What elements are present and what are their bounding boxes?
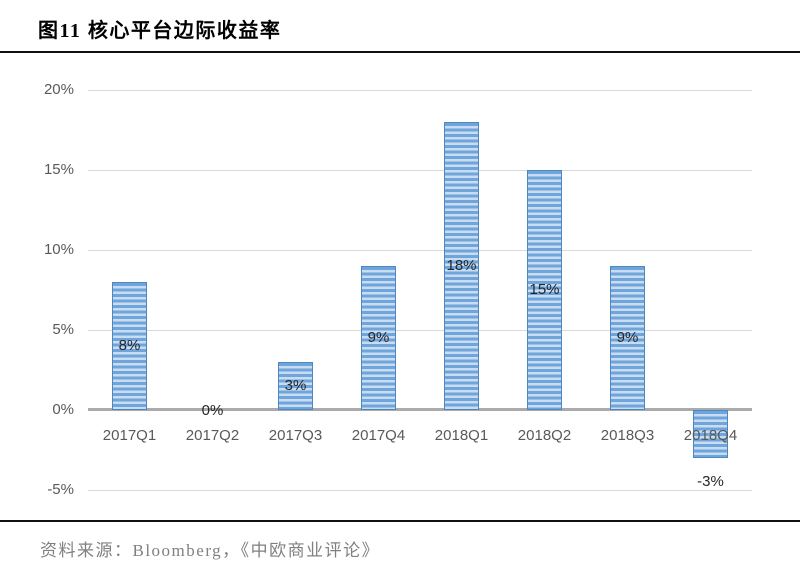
y-axis-label-10%: 10% [43, 241, 74, 258]
bar-2018Q4 [693, 410, 728, 458]
bar-value-label-2018Q3: 9% [616, 329, 639, 346]
source-note: 资料来源：Bloomberg，《中欧商业评论》 [40, 541, 381, 560]
x-axis-line [88, 408, 752, 411]
bar-2018Q2 [527, 170, 562, 410]
y-axis-label-20%: 20% [43, 81, 74, 98]
bar-value-label-2018Q1: 18% [446, 257, 477, 274]
x-axis-label-2017Q1: 2017Q1 [102, 427, 157, 444]
bar-2017Q1 [112, 282, 147, 410]
x-axis-label-2018Q2: 2018Q2 [517, 427, 572, 444]
bar-value-label-2018Q4: -3% [697, 473, 724, 490]
x-axis-label-2018Q4: 2018Q4 [683, 427, 738, 444]
bar-value-label-2017Q4: 9% [367, 329, 390, 346]
x-axis-label-2017Q3: 2017Q3 [268, 427, 323, 444]
figure-title: 图11 核心平台边际收益率 [38, 20, 282, 42]
gridline-5% [88, 329, 752, 331]
x-axis-label-2018Q3: 2018Q3 [600, 427, 655, 444]
y-axis-label--5%: -5% [47, 481, 74, 498]
bar-2018Q1 [444, 122, 479, 410]
bar-value-label-2018Q2: 15% [529, 281, 560, 298]
gridline--5% [88, 489, 752, 491]
y-axis-label-5%: 5% [52, 321, 74, 338]
x-axis-label-2017Q4: 2017Q4 [351, 427, 406, 444]
bar-2017Q4 [361, 266, 396, 410]
x-axis-label-2017Q2: 2017Q2 [185, 427, 240, 444]
gridline-10% [88, 249, 752, 251]
gridline-15% [88, 169, 752, 171]
bar-chart-plot-area: 20% 15% 10% 5% 0% -5% 8% 2017Q1 0% 2017Q2 3% 2017Q3… [43, 81, 752, 498]
bar-2018Q3 [610, 266, 645, 410]
y-axis-label-0%: 0% [52, 401, 74, 418]
bar-value-label-2017Q1: 8% [118, 337, 141, 354]
bar-value-label-2017Q2: 0% [201, 402, 224, 419]
source-divider-line [0, 520, 800, 522]
gridline-20% [88, 89, 752, 91]
y-axis-label-15%: 15% [43, 161, 74, 178]
title-divider-line [0, 51, 800, 53]
bar-value-label-2017Q3: 3% [284, 377, 307, 394]
x-axis-label-2018Q1: 2018Q1 [434, 427, 489, 444]
bar-2017Q3 [278, 362, 313, 410]
